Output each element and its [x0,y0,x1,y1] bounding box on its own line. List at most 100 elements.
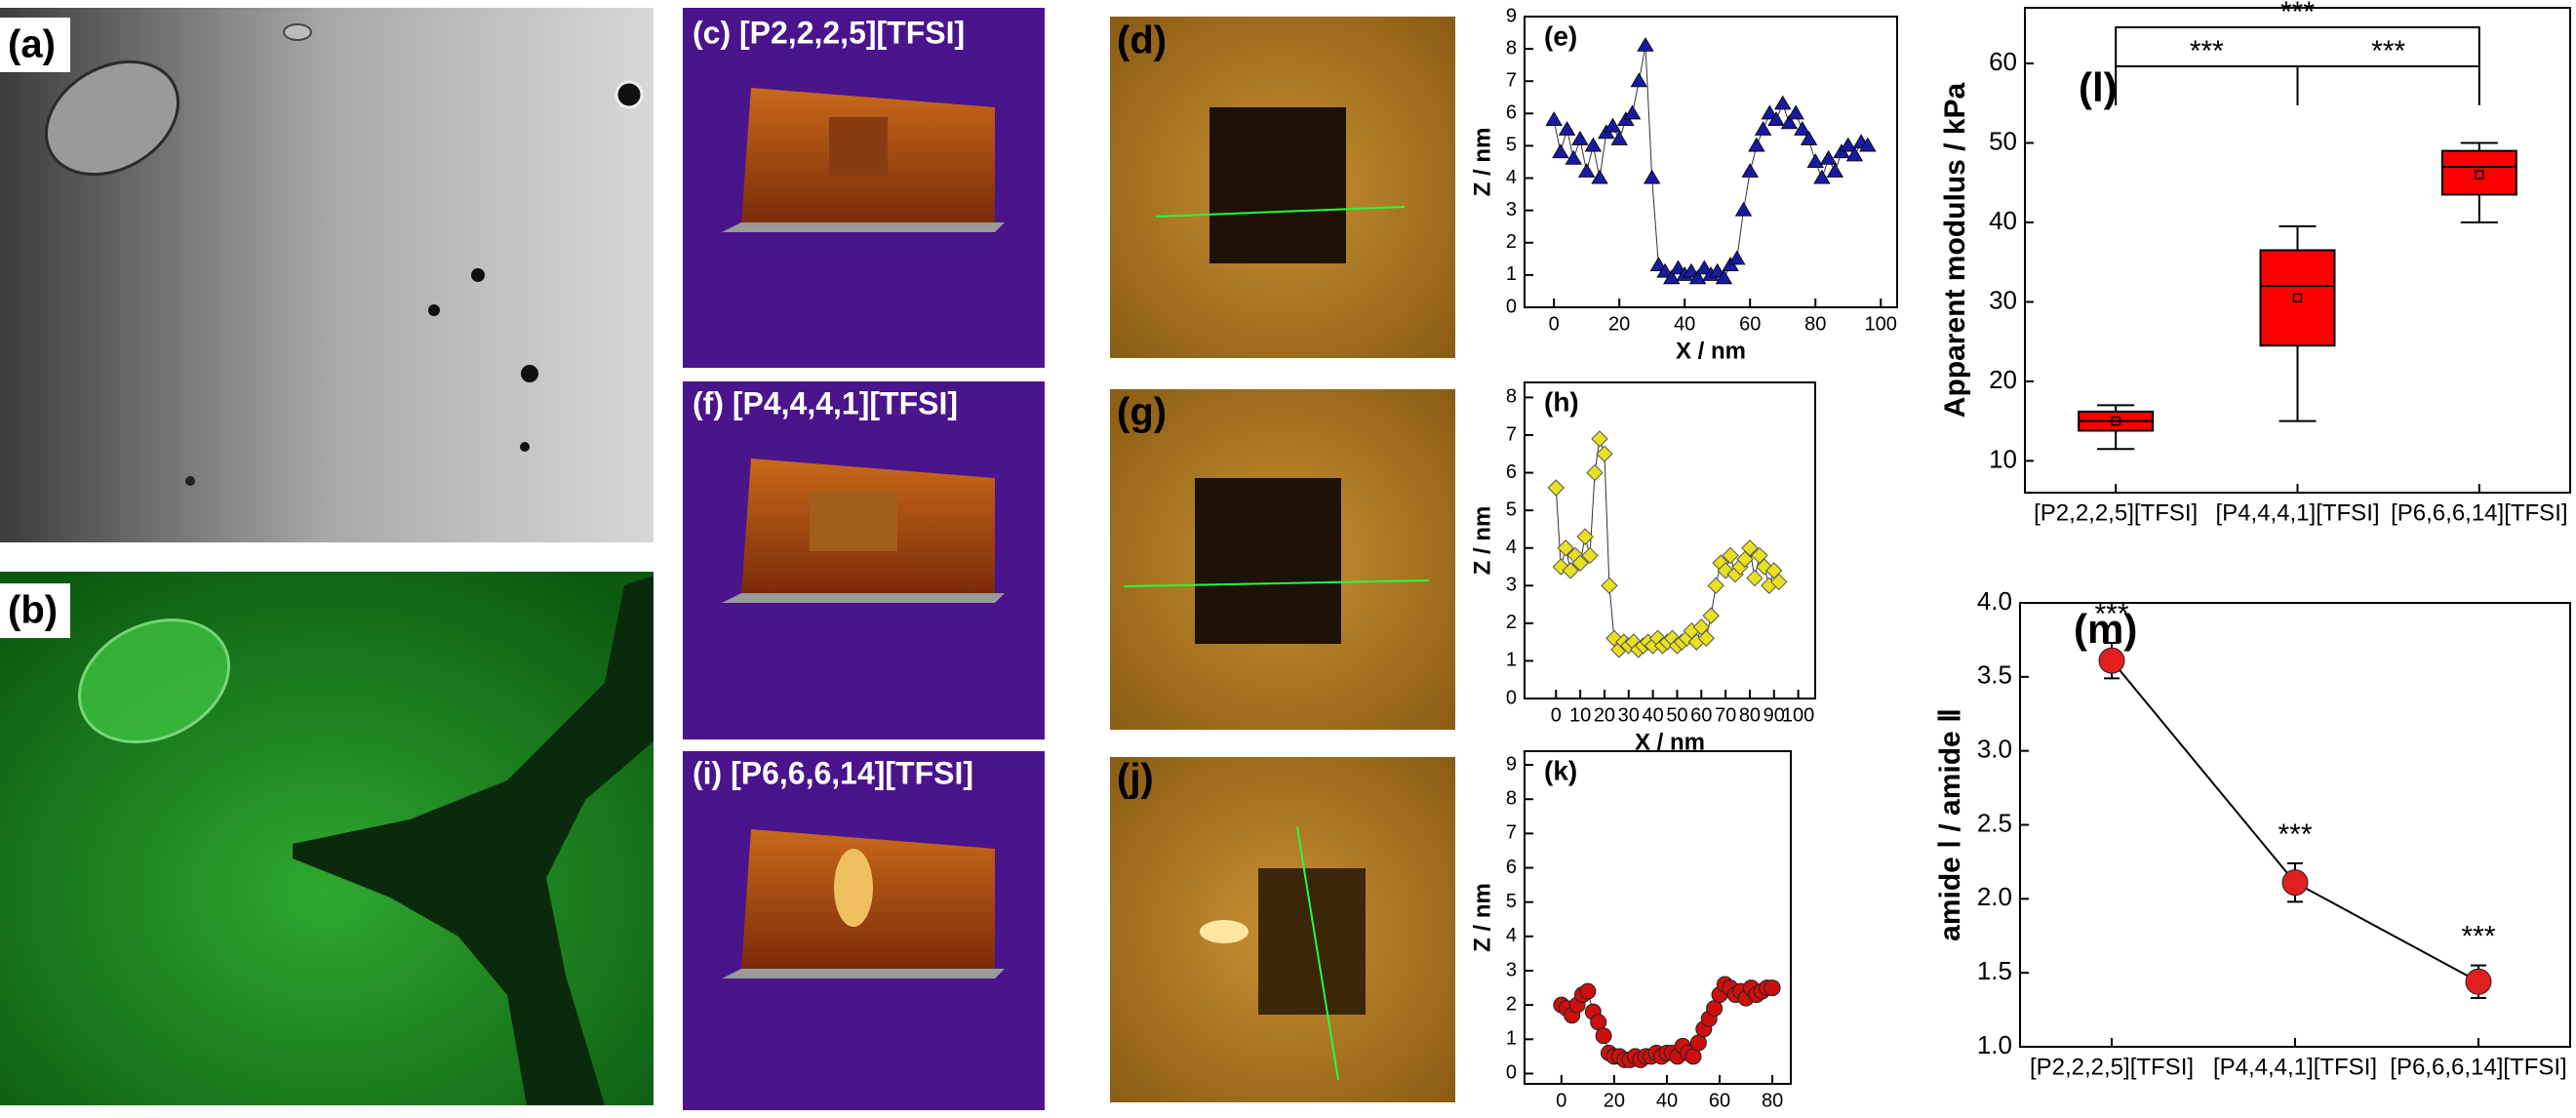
significance-label: *** [2461,921,2495,953]
significance-bracket [2115,65,2299,105]
marker [1565,149,1582,165]
y-tick-label: 5 [1506,891,1517,912]
panel-label: (i) [P6,6,6,14][TFSI] [693,755,973,790]
x-axis-title: X / nm [1676,338,1746,364]
marker [1547,479,1565,497]
y-tick-label: 30 [1989,285,2017,314]
x-tick-label: 0 [1551,704,1562,726]
significance-label: *** [2190,35,2224,67]
y-tick-label: 7 [1506,423,1517,445]
plot-frame [1524,16,1898,308]
x-tick-label: [P4,4,4,1][TFSI] [2213,1054,2377,1080]
marker [1840,137,1857,152]
panel-label: (a) [8,23,56,66]
y-tick-label: 6 [1506,102,1517,124]
mean [2475,170,2484,180]
marker [1577,163,1596,178]
x-tick-label: 30 [1618,704,1640,726]
marker [1741,539,1759,557]
x-axis-title: X / nm [1622,1114,1692,1118]
marker [1656,262,1674,278]
y-tick-label: 4 [1506,167,1517,188]
marker [1545,111,1563,126]
marker [1794,121,1811,136]
x-tick-label: 10 [1569,704,1591,726]
y-tick-label: 2 [1506,612,1517,633]
marker [1748,137,1765,152]
afm-g: (g) [1110,389,1455,730]
marker [1707,577,1724,594]
marker [1586,463,1604,482]
y-tick-label: 8 [1506,386,1517,408]
significance-bracket [2296,65,2480,105]
marker [1688,269,1707,285]
x-tick-label: 90 [1764,704,1785,726]
y-tick-label: 5 [1506,135,1517,156]
x-tick-label: 20 [1594,704,1615,726]
y-tick-label: 0 [1506,296,1517,317]
y-tick-label: 20 [1989,365,2017,394]
x-tick-label: 20 [1604,1090,1625,1111]
y-tick-label: 3.5 [1977,660,2012,690]
x-tick-label: [P4,4,4,1][TFSI] [2215,499,2379,526]
marker [1826,163,1844,178]
x-tick-label: 0 [1556,1090,1566,1111]
marker [1722,546,1739,565]
panel-label: (f) [P4,4,4,1][TFSI] [693,385,958,420]
marker [1630,72,1647,88]
afm-3d-i: (i) [P6,6,6,14][TFSI] [683,751,1045,1110]
y-tick-label: 9 [1506,5,1517,26]
marker [1581,546,1599,565]
marker [1584,137,1603,152]
marker [1717,562,1734,579]
marker [1774,95,1792,110]
y-tick-label: 2 [1506,231,1517,253]
y-tick-label: 3 [1506,959,1517,980]
significance-label: *** [2278,819,2312,851]
y-tick-label: 7 [1506,70,1517,92]
x-tick-label: 80 [1739,704,1761,726]
x-tick-label: 80 [1762,1090,1783,1111]
marker [1741,163,1759,178]
y-tick-label: 3 [1506,575,1517,596]
y-axis-title: Z / nm [1469,506,1495,576]
y-tick-label: 2.5 [1977,808,2012,837]
x-tick-label: [P6,6,6,14][TFSI] [2391,499,2567,526]
mean [2292,293,2303,303]
plot-frame [1524,750,1792,1085]
y-axis-title: Z / nm [1469,883,1495,952]
marker [1728,250,1746,265]
y-tick-label: 8 [1506,37,1517,59]
x-tick-label: 40 [1642,704,1663,726]
marker [1576,528,1594,545]
panel-label: (l) [2079,64,2118,110]
data-line [1553,45,1869,280]
x-tick-label: 60 [1709,1090,1730,1111]
panel-label: (b) [8,589,58,632]
panel-label: (c) [P2,2,2,5][TFSI] [693,15,965,50]
y-tick-label: 1 [1506,650,1517,671]
y-tick-label: 1.0 [1977,1030,2012,1059]
significance-label: *** [2280,0,2315,28]
y-tick-label: 3.0 [1977,735,2012,764]
micrograph-b: (b) [0,572,654,1105]
marker [1591,169,1608,184]
afm-3d-c: (c) [P2,2,2,5][TFSI] [683,8,1045,368]
marker [1604,117,1622,133]
marker [1754,121,1772,136]
marker [1552,143,1569,159]
marker [1845,146,1864,162]
marker [1764,979,1781,997]
y-tick-label: 60 [1989,47,2017,76]
marker [1595,1027,1612,1045]
significance-bracket [2115,26,2480,66]
y-tick-label: 1 [1506,263,1517,285]
marker [1571,131,1589,145]
y-tick-label: 1.5 [1977,956,2012,985]
box [2440,149,2517,196]
y-tick-label: 6 [1506,857,1517,878]
y-tick-label: 50 [1989,126,2017,155]
mean [2111,416,2120,426]
